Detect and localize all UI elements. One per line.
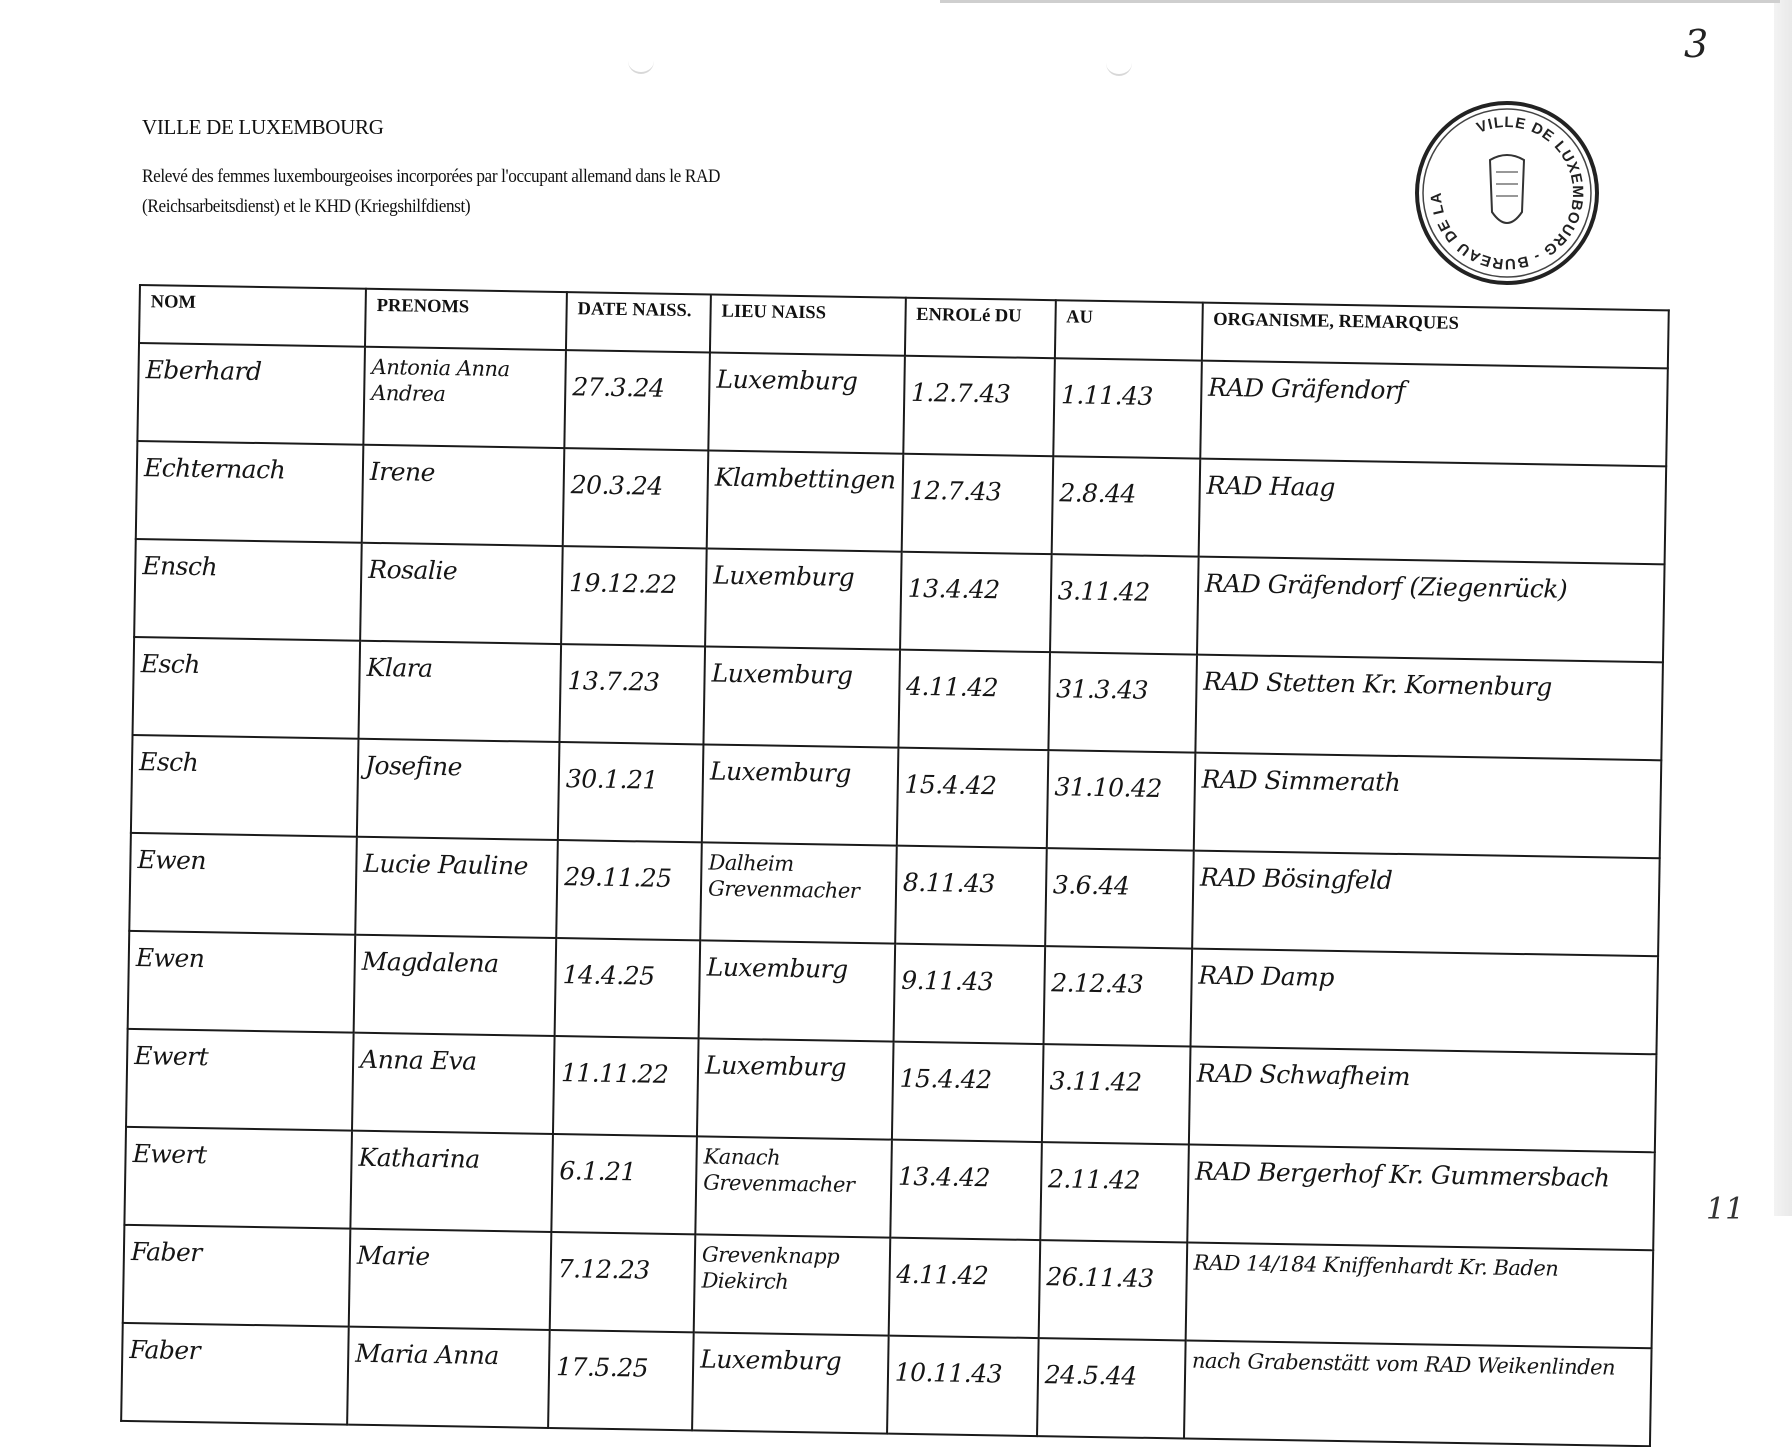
cell-prenoms: Rosalie	[360, 542, 563, 645]
cell-nom: Ewen	[129, 832, 357, 935]
register-table: NOM PRENOMS DATE NAISS. LIEU NAISS ENROL…	[120, 284, 1669, 1447]
cell-prenoms: Magdalena	[353, 934, 557, 1036]
document-title: VILLE DE LUXEMBOURG	[142, 115, 384, 139]
cell-au: 1.11.43	[1052, 358, 1202, 459]
cell-enrole-du: 4.11.42	[898, 649, 1050, 751]
table-body: Eberhard Antonia Anna Andrea 27.3.24 Luxemb…	[121, 343, 1668, 1447]
cell-enrole-du: 15.4.42	[891, 1041, 1044, 1143]
cell-lieu-naiss: Klambettingen	[706, 450, 903, 552]
cell-organisme: RAD Gräfendorf (Ziegenrück)	[1196, 556, 1665, 663]
cell-enrole-du: 13.4.42	[899, 551, 1052, 653]
register-table-wrapper: NOM PRENOMS DATE NAISS. LIEU NAISS ENROL…	[120, 284, 1669, 1447]
cell-lieu-naiss: Grevenknapp Diekirch	[693, 1234, 890, 1336]
punch-hole-mark	[1106, 60, 1132, 76]
column-header-enrole-du: ENROLé DU	[904, 297, 1056, 359]
cell-organisme: RAD Schwafheim	[1188, 1046, 1657, 1153]
cell-date-naiss: 29.11.25	[556, 840, 702, 941]
cell-prenoms: Antonia Anna Andrea	[363, 346, 566, 449]
cell-organisme: RAD Bösingfeld	[1191, 850, 1660, 957]
punch-hole-mark	[628, 58, 654, 74]
stamp-text: VILLE DE LUXEMBOURG - BUREAU DE LA POPUL…	[1412, 98, 1585, 272]
cell-nom: Esch	[132, 636, 361, 739]
page-number: 3	[1684, 22, 1709, 66]
cell-enrole-du: 15.4.42	[896, 747, 1049, 849]
cell-lieu-naiss: Luxemburg	[698, 940, 895, 1042]
cell-lieu-naiss: Luxemburg	[705, 548, 902, 650]
cell-date-naiss: 27.3.24	[564, 350, 710, 451]
svg-text:VILLE DE LUXEMBOURG - BUREAU D: VILLE DE LUXEMBOURG - BUREAU DE LA POPUL…	[1412, 98, 1586, 272]
cell-date-naiss: 13.7.23	[559, 644, 706, 745]
cell-enrole-du: 13.4.42	[889, 1139, 1042, 1241]
cell-date-naiss: 20.3.24	[562, 448, 709, 549]
cell-organisme: RAD Haag	[1198, 458, 1666, 565]
cell-prenoms: Josefine	[356, 738, 560, 841]
cell-prenoms: Klara	[358, 640, 562, 743]
cell-lieu-naiss: Luxemburg	[692, 1332, 889, 1434]
cell-au: 31.10.42	[1046, 750, 1196, 851]
cell-au: 2.8.44	[1051, 456, 1200, 557]
cell-organisme: RAD Bergerhof Kr. Gummersbach	[1186, 1144, 1655, 1251]
footer-number: 11	[1706, 1192, 1745, 1227]
cell-au: 2.12.43	[1043, 946, 1192, 1047]
cell-nom: Ewert	[124, 1126, 352, 1229]
column-header-lieu-naiss: LIEU NAISS	[709, 294, 906, 356]
cell-au: 3.11.42	[1041, 1044, 1191, 1145]
cell-au: 2.11.42	[1039, 1142, 1189, 1243]
cell-au: 24.5.44	[1036, 1338, 1186, 1439]
cell-enrole-du: 10.11.43	[886, 1335, 1039, 1437]
cell-prenoms: Maria Anna	[347, 1326, 550, 1428]
cell-lieu-naiss: Luxemburg	[701, 744, 899, 846]
cell-nom: Ewert	[126, 1028, 354, 1131]
cell-organisme: RAD 14/184 Kniffenhardt Kr. Baden	[1185, 1242, 1653, 1349]
cell-prenoms: Marie	[348, 1228, 552, 1330]
cell-date-naiss: 6.1.21	[551, 1133, 697, 1235]
cell-nom: Ensch	[134, 538, 362, 641]
cell-enrole-du: 9.11.43	[893, 943, 1045, 1045]
document-subtitle: Relevé des femmes luxembourgeoises incor…	[142, 167, 721, 217]
column-header-organisme: ORGANISME, REMARQUES	[1201, 302, 1669, 369]
cell-date-naiss: 19.12.22	[561, 546, 707, 647]
cell-organisme: nach Grabenstätt vom RAD Weikenlinden	[1183, 1340, 1652, 1447]
cell-lieu-naiss: Dalheim Grevenmacher	[700, 842, 897, 944]
cell-nom: Ewen	[127, 930, 356, 1033]
cell-organisme: RAD Damp	[1190, 948, 1658, 1055]
cell-organisme: RAD Simmerath	[1193, 752, 1661, 859]
column-header-nom: NOM	[139, 285, 366, 347]
column-header-au: AU	[1054, 300, 1203, 361]
cell-enrole-du: 4.11.42	[888, 1237, 1040, 1339]
cell-enrole-du: 1.2.7.43	[902, 355, 1055, 457]
cell-au: 3.6.44	[1044, 848, 1194, 949]
cell-enrole-du: 8.11.43	[894, 845, 1047, 947]
cell-date-naiss: 17.5.25	[548, 1329, 694, 1431]
column-header-date-naiss: DATE NAISS.	[565, 292, 711, 353]
cell-date-naiss: 11.11.22	[552, 1035, 699, 1137]
column-header-prenoms: PRENOMS	[364, 288, 567, 351]
cell-nom: Esch	[130, 734, 359, 837]
cell-date-naiss: 7.12.23	[549, 1231, 696, 1333]
cell-prenoms: Lucie Pauline	[355, 836, 558, 939]
official-stamp: VILLE DE LUXEMBOURG - BUREAU DE LA POPUL…	[1412, 98, 1599, 285]
cell-nom: Echternach	[135, 440, 364, 543]
scan-edge	[1774, 0, 1792, 1216]
cell-nom: Eberhard	[137, 343, 365, 445]
cell-organisme: RAD Stetten Kr. Kornenburg	[1195, 654, 1663, 761]
cell-prenoms: Anna Eva	[351, 1032, 555, 1134]
cell-date-naiss: 30.1.21	[557, 742, 704, 843]
cell-nom: Faber	[122, 1224, 351, 1327]
coat-of-arms-icon	[1488, 154, 1526, 224]
cell-date-naiss: 14.4.25	[554, 938, 701, 1039]
cell-lieu-naiss: Luxemburg	[703, 646, 900, 748]
cell-lieu-naiss: Luxemburg	[708, 352, 905, 454]
cell-au: 26.11.43	[1038, 1240, 1187, 1341]
cell-prenoms: Katharina	[350, 1130, 553, 1232]
cell-nom: Faber	[121, 1322, 349, 1425]
scan-shadow	[940, 0, 1780, 3]
cell-lieu-naiss: Luxemburg	[696, 1038, 894, 1140]
cell-enrole-du: 12.7.43	[901, 453, 1053, 555]
cell-organisme: RAD Gräfendorf	[1199, 360, 1668, 467]
cell-au: 31.3.43	[1048, 652, 1197, 753]
cell-prenoms: Irene	[361, 444, 565, 547]
cell-au: 3.11.42	[1049, 554, 1199, 655]
cell-lieu-naiss: Kanach Grevenmacher	[695, 1136, 892, 1238]
